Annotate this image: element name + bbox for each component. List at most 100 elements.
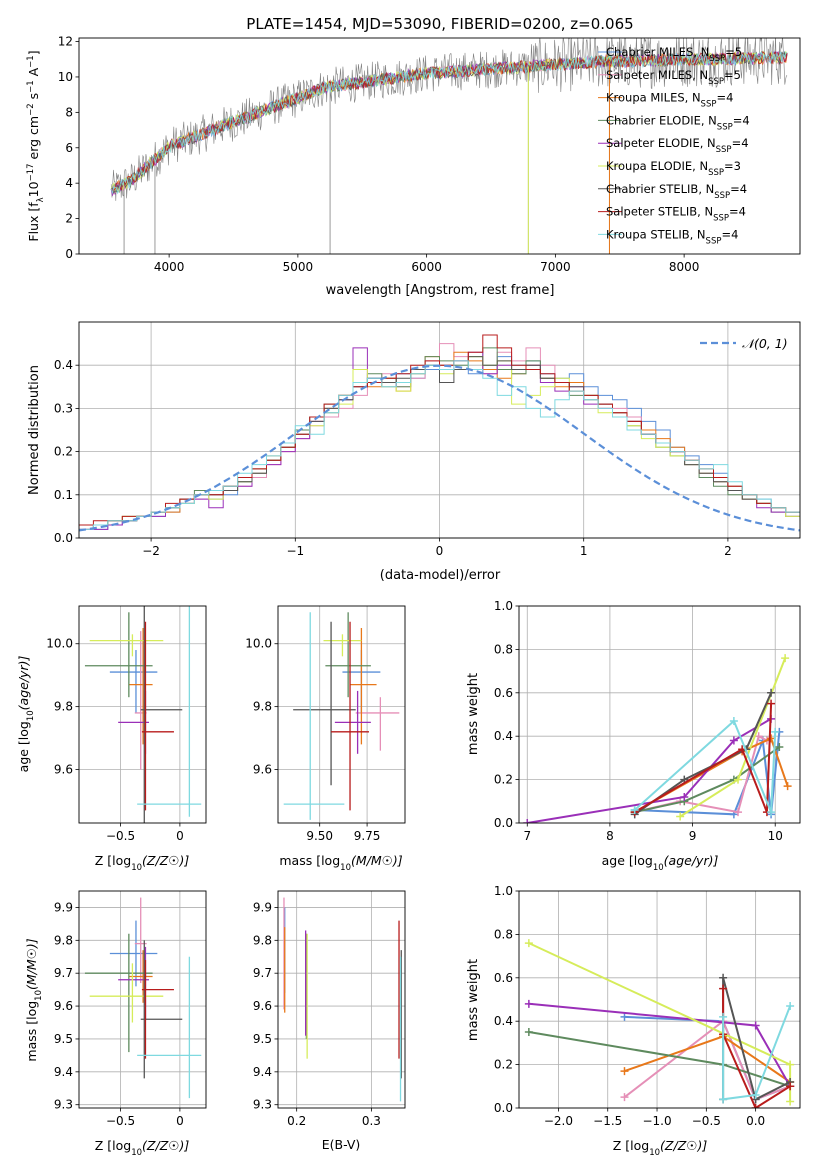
data-point bbox=[719, 1012, 728, 1021]
y-tick-label: 9.5 bbox=[253, 1032, 272, 1046]
y-tick-label: 9.9 bbox=[54, 900, 73, 914]
x-tick-label: −0.5 bbox=[106, 1114, 135, 1128]
data-point bbox=[620, 1012, 629, 1021]
legend-entry: Chabrier STELIB, NSSP=4 bbox=[606, 182, 747, 201]
histogram-step bbox=[79, 347, 800, 538]
data-point bbox=[783, 782, 792, 791]
y-tick-label: 0.6 bbox=[494, 686, 513, 700]
histogram-step bbox=[79, 343, 800, 538]
axes-frame bbox=[277, 890, 406, 1109]
x-axis-label: Z [log10(Z/Z☉)] bbox=[613, 1138, 708, 1158]
y-tick-label: 9.4 bbox=[253, 1065, 272, 1079]
y-axis-label: Normed distribution bbox=[27, 365, 42, 495]
data-point bbox=[781, 654, 790, 663]
x-axis-label: Z [log10(Z/Z☉)] bbox=[95, 853, 190, 873]
panel-mass-weight-vs-Z: −2.0 −1.5 −1.0 −0.5 0.0 0.0 0.2 0.4 0.6 0.8 1.0 Z [… bbox=[466, 884, 801, 1158]
x-axis-label: wavelength [Angstrom, rest frame] bbox=[326, 283, 555, 298]
panel-age-vs-mass: 9.50 9.75 9.6 9.8 10.0 mass [log10(M/M☉)] bbox=[245, 605, 406, 873]
x-axis-label: age [log10(age/yr)] bbox=[602, 853, 719, 873]
data-point bbox=[751, 1104, 760, 1108]
y-tick-label: 9.6 bbox=[54, 763, 73, 777]
legend-entry: Salpeter ELODIE, NSSP=4 bbox=[606, 136, 749, 155]
data-point bbox=[751, 1090, 760, 1099]
x-tick-label: −1 bbox=[286, 544, 304, 558]
axes-frame bbox=[518, 605, 801, 824]
plot-area bbox=[110, 38, 788, 254]
legend-entry: Kroupa MILES, NSSP=4 bbox=[606, 91, 733, 110]
plot-area bbox=[283, 612, 400, 820]
data-point bbox=[676, 812, 685, 821]
panel-age-vs-Z: −0.5 0 9.6 9.8 10.0 Z [log10(Z/Z☉)] age [log10… bbox=[16, 605, 207, 873]
y-tick-label: 9.4 bbox=[54, 1065, 73, 1079]
x-tick-label: 4000 bbox=[154, 260, 185, 274]
x-tick-label: 0 bbox=[176, 829, 184, 843]
data-point bbox=[775, 743, 784, 752]
y-tick-label: 0.6 bbox=[494, 971, 513, 985]
y-tick-label: 10.0 bbox=[46, 637, 73, 651]
y-tick-label: 9.6 bbox=[54, 999, 73, 1013]
data-point bbox=[786, 1082, 795, 1091]
x-tick-label: 9.50 bbox=[306, 829, 333, 843]
x-tick-label: 0.2 bbox=[287, 1114, 306, 1128]
y-tick-label: 0.1 bbox=[54, 488, 73, 502]
panel-mass-vs-Z: −0.5 0 9.3 9.4 9.5 9.6 9.7 9.8 9.9 Z [log10(Z/Z☉)… bbox=[24, 890, 207, 1158]
legend-entry: Kroupa ELODIE, NSSP=3 bbox=[606, 159, 741, 178]
y-tick-label: 9.7 bbox=[253, 966, 272, 980]
y-tick-label: 9.8 bbox=[54, 933, 73, 947]
x-tick-label: −1.0 bbox=[642, 1114, 671, 1128]
data-point bbox=[523, 819, 532, 823]
plot-area bbox=[84, 897, 202, 1099]
data-point bbox=[630, 805, 639, 814]
y-tick-label: 9.8 bbox=[253, 933, 272, 947]
legend-entry: Chabrier ELODIE, NSSP=4 bbox=[606, 113, 750, 132]
x-tick-label: 0 bbox=[436, 544, 444, 558]
series-line bbox=[527, 717, 772, 823]
legend-entry: Chabrier MILES, NSSP=5 bbox=[606, 45, 742, 64]
data-point bbox=[767, 688, 776, 697]
data-point bbox=[680, 792, 689, 801]
legend-entry: Salpeter MILES, NSSP=5 bbox=[606, 68, 741, 87]
data-point bbox=[719, 984, 728, 993]
y-tick-label: 0.4 bbox=[494, 729, 513, 743]
x-axis-label: Z [log10(Z/Z☉)] bbox=[95, 1138, 190, 1158]
y-tick-label: 0.8 bbox=[494, 927, 513, 941]
panel-residuals: −2 −1 0 1 2 0.0 0.1 0.2 0.3 0.4 𝒩(0, 1) (data-model… bbox=[27, 321, 801, 583]
y-tick-label: 4 bbox=[65, 176, 73, 190]
x-tick-label: 8 bbox=[606, 829, 614, 843]
panel-spectrum: 4000 5000 6000 7000 8000 0 2 4 6 8 10 12 Chabrier MI… bbox=[26, 35, 801, 298]
model-fit-line bbox=[110, 51, 788, 195]
normal-curve bbox=[79, 364, 800, 532]
histogram-step bbox=[79, 356, 800, 538]
x-tick-label: 7000 bbox=[540, 260, 571, 274]
data-point bbox=[729, 717, 738, 726]
y-axis-label: mass weight bbox=[466, 959, 481, 1041]
x-tick-label: 8000 bbox=[669, 260, 700, 274]
plot-area bbox=[79, 334, 800, 538]
x-tick-label: −1.5 bbox=[593, 1114, 622, 1128]
y-tick-label: 9.9 bbox=[253, 900, 272, 914]
axes-frame bbox=[78, 321, 801, 539]
histogram-step bbox=[79, 360, 800, 538]
observed-spectrum bbox=[110, 38, 788, 201]
data-point bbox=[767, 808, 776, 817]
axes-frame bbox=[78, 890, 207, 1109]
data-point bbox=[754, 732, 763, 741]
data-point bbox=[734, 808, 743, 817]
y-tick-label: 9.8 bbox=[253, 700, 272, 714]
series-line bbox=[634, 719, 777, 813]
x-tick-label: 9 bbox=[689, 829, 697, 843]
axes-frame bbox=[277, 605, 406, 824]
x-tick-label: −0.5 bbox=[692, 1114, 721, 1128]
x-tick-label: 6000 bbox=[411, 260, 442, 274]
data-point bbox=[771, 727, 780, 736]
axes-frame bbox=[78, 605, 207, 824]
data-point bbox=[786, 1097, 795, 1106]
y-tick-label: 0.0 bbox=[494, 1101, 513, 1115]
y-tick-label: 10 bbox=[58, 70, 73, 84]
figure-title: PLATE=1454, MJD=53090, FIBERID=0200, z=0… bbox=[246, 15, 633, 33]
series-line bbox=[722, 1005, 792, 1101]
data-point bbox=[524, 999, 533, 1008]
axes-frame bbox=[518, 890, 801, 1109]
y-tick-label: 2 bbox=[65, 212, 73, 226]
x-tick-label: 0.0 bbox=[746, 1114, 765, 1128]
